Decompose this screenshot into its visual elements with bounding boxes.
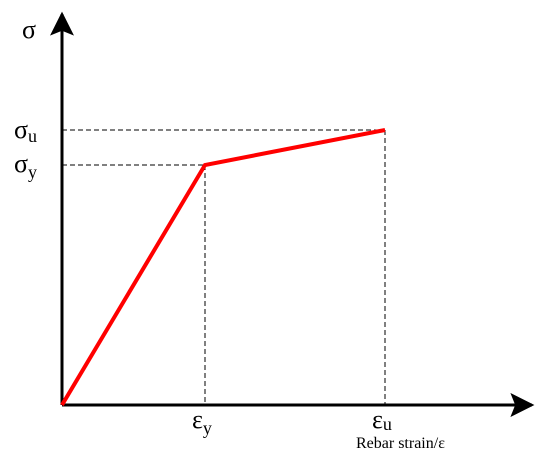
stress-strain-curve	[60, 128, 386, 407]
stress-label: σu	[14, 115, 37, 146]
strain-label: εu	[372, 405, 392, 434]
x-axis-label: Rebar strain/ε	[356, 435, 445, 452]
y-axis-label: σ	[22, 15, 36, 44]
stress-label: σy	[14, 149, 37, 182]
strain-label: εy	[192, 405, 212, 438]
